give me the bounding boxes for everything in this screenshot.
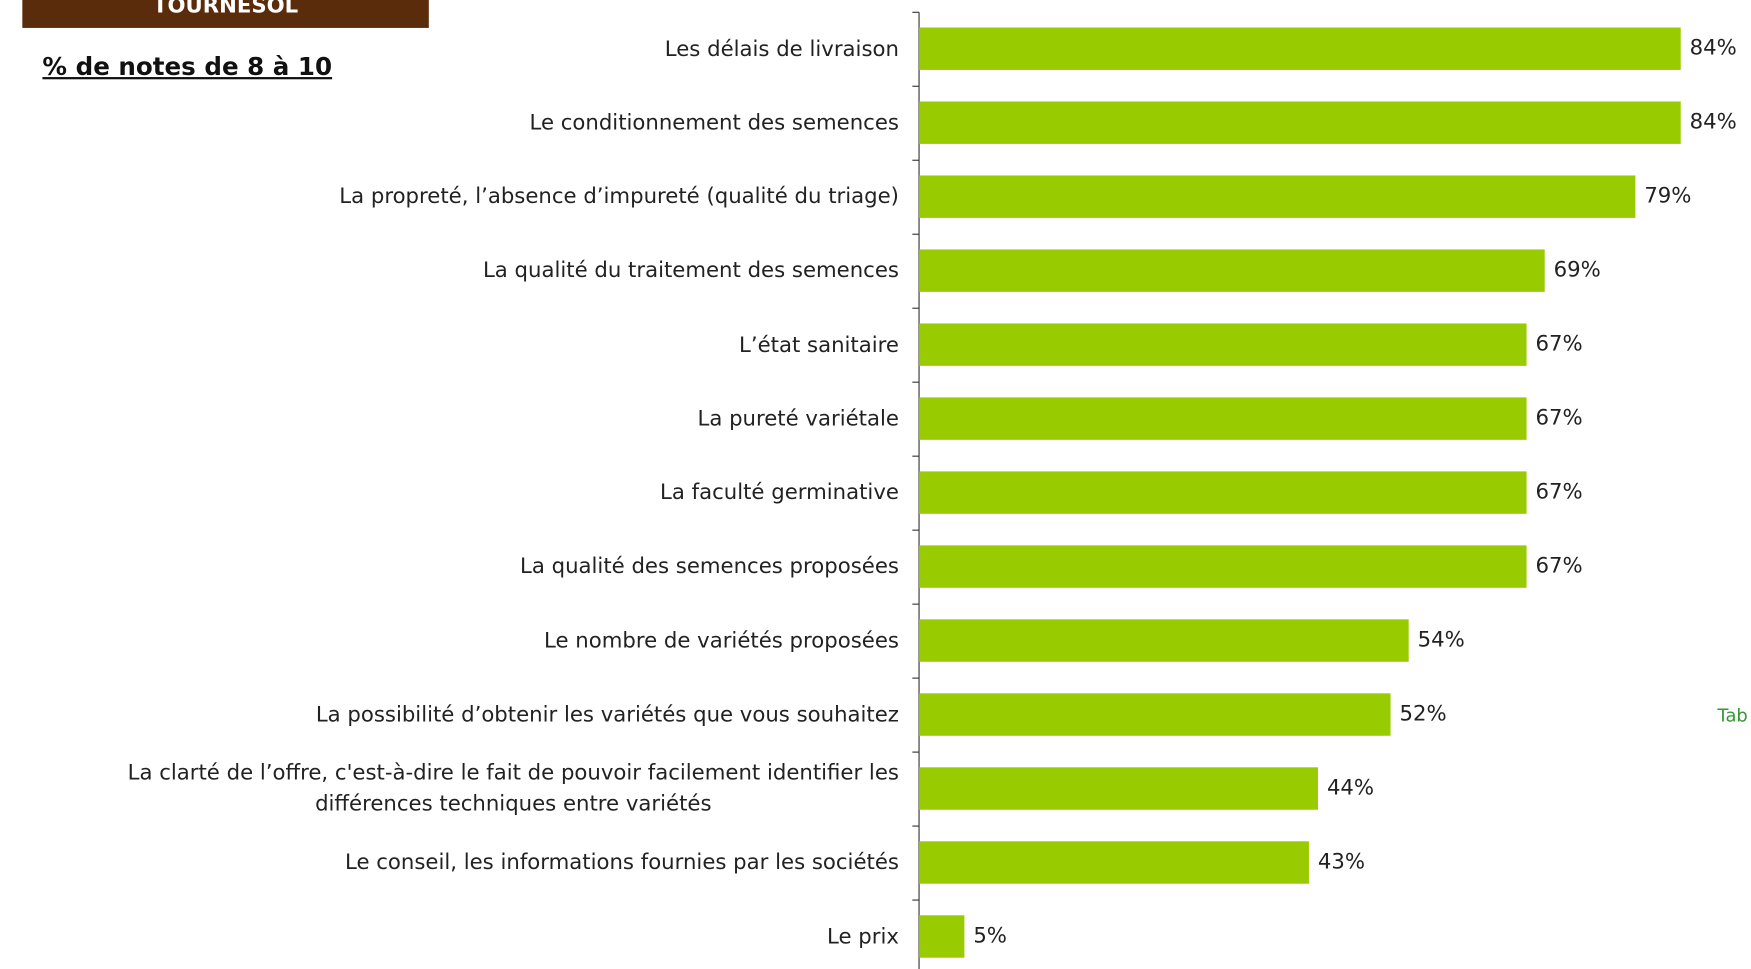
- banner: TOURNESOL: [22, 0, 429, 28]
- bar: [919, 27, 1681, 70]
- value-label: 54%: [1418, 628, 1465, 653]
- value-label: 52%: [1399, 702, 1446, 727]
- category-label: La propreté, l’absence d’impureté (quali…: [339, 184, 899, 209]
- category-label: La pureté variétale: [697, 406, 899, 431]
- category-label: La possibilité d’obtenir les variétés qu…: [315, 702, 899, 727]
- bar: [919, 323, 1527, 366]
- bar: [919, 249, 1545, 292]
- value-label: 67%: [1536, 406, 1583, 431]
- subtitle: % de notes de 8 à 10: [42, 53, 333, 82]
- category-label: Le nombre de variétés proposées: [544, 628, 899, 653]
- bar: [919, 693, 1391, 736]
- bar: [919, 175, 1636, 218]
- value-label: 67%: [1536, 554, 1583, 579]
- bar: [919, 545, 1527, 588]
- value-label: 84%: [1690, 110, 1737, 135]
- value-label: 84%: [1690, 36, 1737, 61]
- bar: [919, 767, 1319, 810]
- category-label: La faculté germinative: [660, 480, 899, 505]
- bar: [919, 471, 1527, 514]
- value-label: 67%: [1536, 332, 1583, 357]
- category-label: Le conditionnement des semences: [529, 110, 899, 135]
- bar: [919, 101, 1681, 144]
- category-label: Le prix: [827, 924, 899, 949]
- value-label: 67%: [1536, 480, 1583, 505]
- value-label: 44%: [1327, 776, 1374, 801]
- note: Tab: [1717, 704, 1748, 726]
- category-label: La qualité des semences proposées: [520, 554, 899, 579]
- bar: [919, 841, 1309, 884]
- value-label: 69%: [1554, 258, 1601, 283]
- category-label: L’état sanitaire: [739, 332, 899, 357]
- value-label: 79%: [1644, 184, 1691, 209]
- category-label: La qualité du traitement des semences: [482, 258, 899, 283]
- category-label: Le conseil, les informations fournies pa…: [345, 850, 899, 875]
- value-label: 43%: [1318, 850, 1365, 875]
- category-label: La clarté de l’offre, c'est-à-dire le fa…: [127, 760, 899, 817]
- bar: [919, 619, 1409, 662]
- value-label: 5%: [973, 923, 1007, 948]
- bar: [919, 915, 965, 958]
- category-label: Les délais de livraison: [664, 36, 899, 61]
- chart-title: TOURNESOL: [152, 0, 299, 18]
- bar: [919, 397, 1527, 440]
